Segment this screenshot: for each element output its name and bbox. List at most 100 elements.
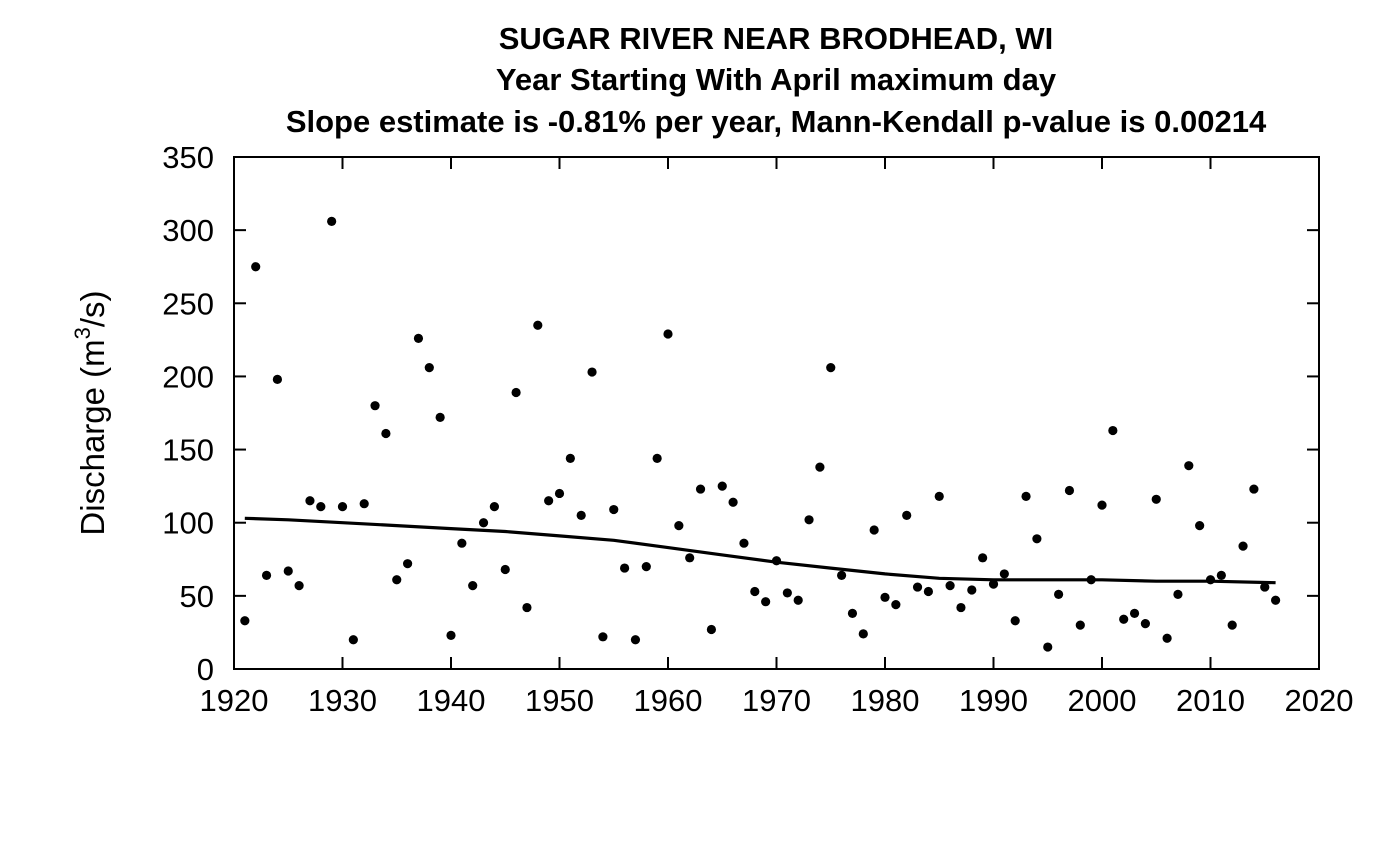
data-point [1021,491,1031,501]
data-point [1129,608,1140,619]
x-tick-label: 1940 [417,683,486,718]
x-tick-label: 1930 [308,683,377,718]
data-point [305,496,315,506]
chart-subtitle-stats: Slope estimate is -0.81% per year, Mann-… [286,104,1267,139]
y-tick-label: 300 [162,213,214,248]
data-point [869,525,879,535]
data-point [500,564,510,575]
data-point [587,367,597,377]
data-point [706,624,717,635]
x-tick-label: 1990 [959,683,1028,718]
data-point [945,581,955,591]
data-point [674,521,684,531]
data-point [598,632,608,642]
y-tick-label: 50 [180,579,214,614]
y-tick-label: 350 [162,140,214,175]
data-point [576,510,586,520]
data-point [641,562,651,572]
data-point [1162,633,1172,643]
data-point [750,586,760,597]
x-axis: 1920 1930 1940 1950 1960 1970 1980 1990 2000 2010… [200,157,1353,718]
data-point [1216,570,1226,580]
y-axis-label: Discharge (m3/s) [70,290,111,535]
data-point [511,387,521,398]
data-point [457,538,467,548]
data-point [424,363,434,373]
x-tick-label: 1950 [525,683,594,718]
data-point [934,491,944,501]
data-point [1075,620,1085,630]
x-tick-label: 1920 [200,683,269,718]
data-point [1271,595,1281,605]
data-point [468,581,478,591]
data-point [695,484,706,494]
y-tick-label: 250 [162,286,214,321]
x-tick-label: 1980 [851,683,920,718]
data-point [728,497,738,507]
data-point [251,262,261,272]
data-point [240,616,250,626]
data-point [815,462,825,472]
data-point [489,502,499,512]
data-point [435,412,445,422]
data-point [327,216,337,226]
data-point [1238,541,1248,551]
data-point [381,428,391,439]
data-point [1184,461,1194,471]
data-point [1108,425,1118,436]
y-tick-label: 200 [162,359,214,394]
data-point [1173,589,1183,599]
y-axis-label-main: Discharge (m [74,339,111,535]
data-point [261,570,272,580]
data-point [1227,620,1237,630]
data-point [685,553,695,563]
data-point [1097,500,1107,510]
data-point [923,586,934,597]
data-point [359,499,369,509]
data-point [609,504,619,515]
data-point [837,570,847,580]
data-point [630,635,641,645]
x-tick-label: 1970 [742,683,811,718]
data-point [1195,521,1205,531]
data-point [294,581,304,591]
data-point [956,602,966,613]
data-point [1043,642,1053,652]
data-point [912,582,923,592]
chart-subtitle: Year Starting With April maximum day [496,62,1057,97]
data-point [1010,616,1020,626]
data-point [804,515,814,525]
trend-line [244,516,1276,585]
data-point [565,453,575,463]
data-point [446,630,456,640]
data-point [847,608,858,619]
y-tick-label: 100 [162,506,214,541]
data-point [1151,494,1161,504]
data-point [544,496,554,506]
data-point [316,502,326,512]
data-point [272,374,282,384]
data-point [1064,485,1075,496]
data-point [1249,484,1259,494]
data-point [739,538,749,548]
x-tick-label: 2000 [1068,683,1137,718]
data-point [283,566,293,576]
plot-frame [233,156,1320,670]
y-axis: 0 50 100 150 200 250 300 350 [162,140,1319,687]
data-point [413,333,424,343]
data-points [240,216,1281,652]
data-point [652,453,662,463]
data-point [967,585,977,595]
data-point [988,579,999,589]
data-point [999,569,1009,579]
data-point [348,635,358,645]
data-point [478,518,489,528]
chart-title: SUGAR RIVER NEAR BRODHEAD, WI [499,21,1054,56]
data-point [522,602,532,613]
data-point [403,559,413,569]
x-tick-label: 1960 [634,683,703,718]
data-point [370,401,380,411]
data-point [880,592,890,602]
data-point [1140,619,1150,629]
